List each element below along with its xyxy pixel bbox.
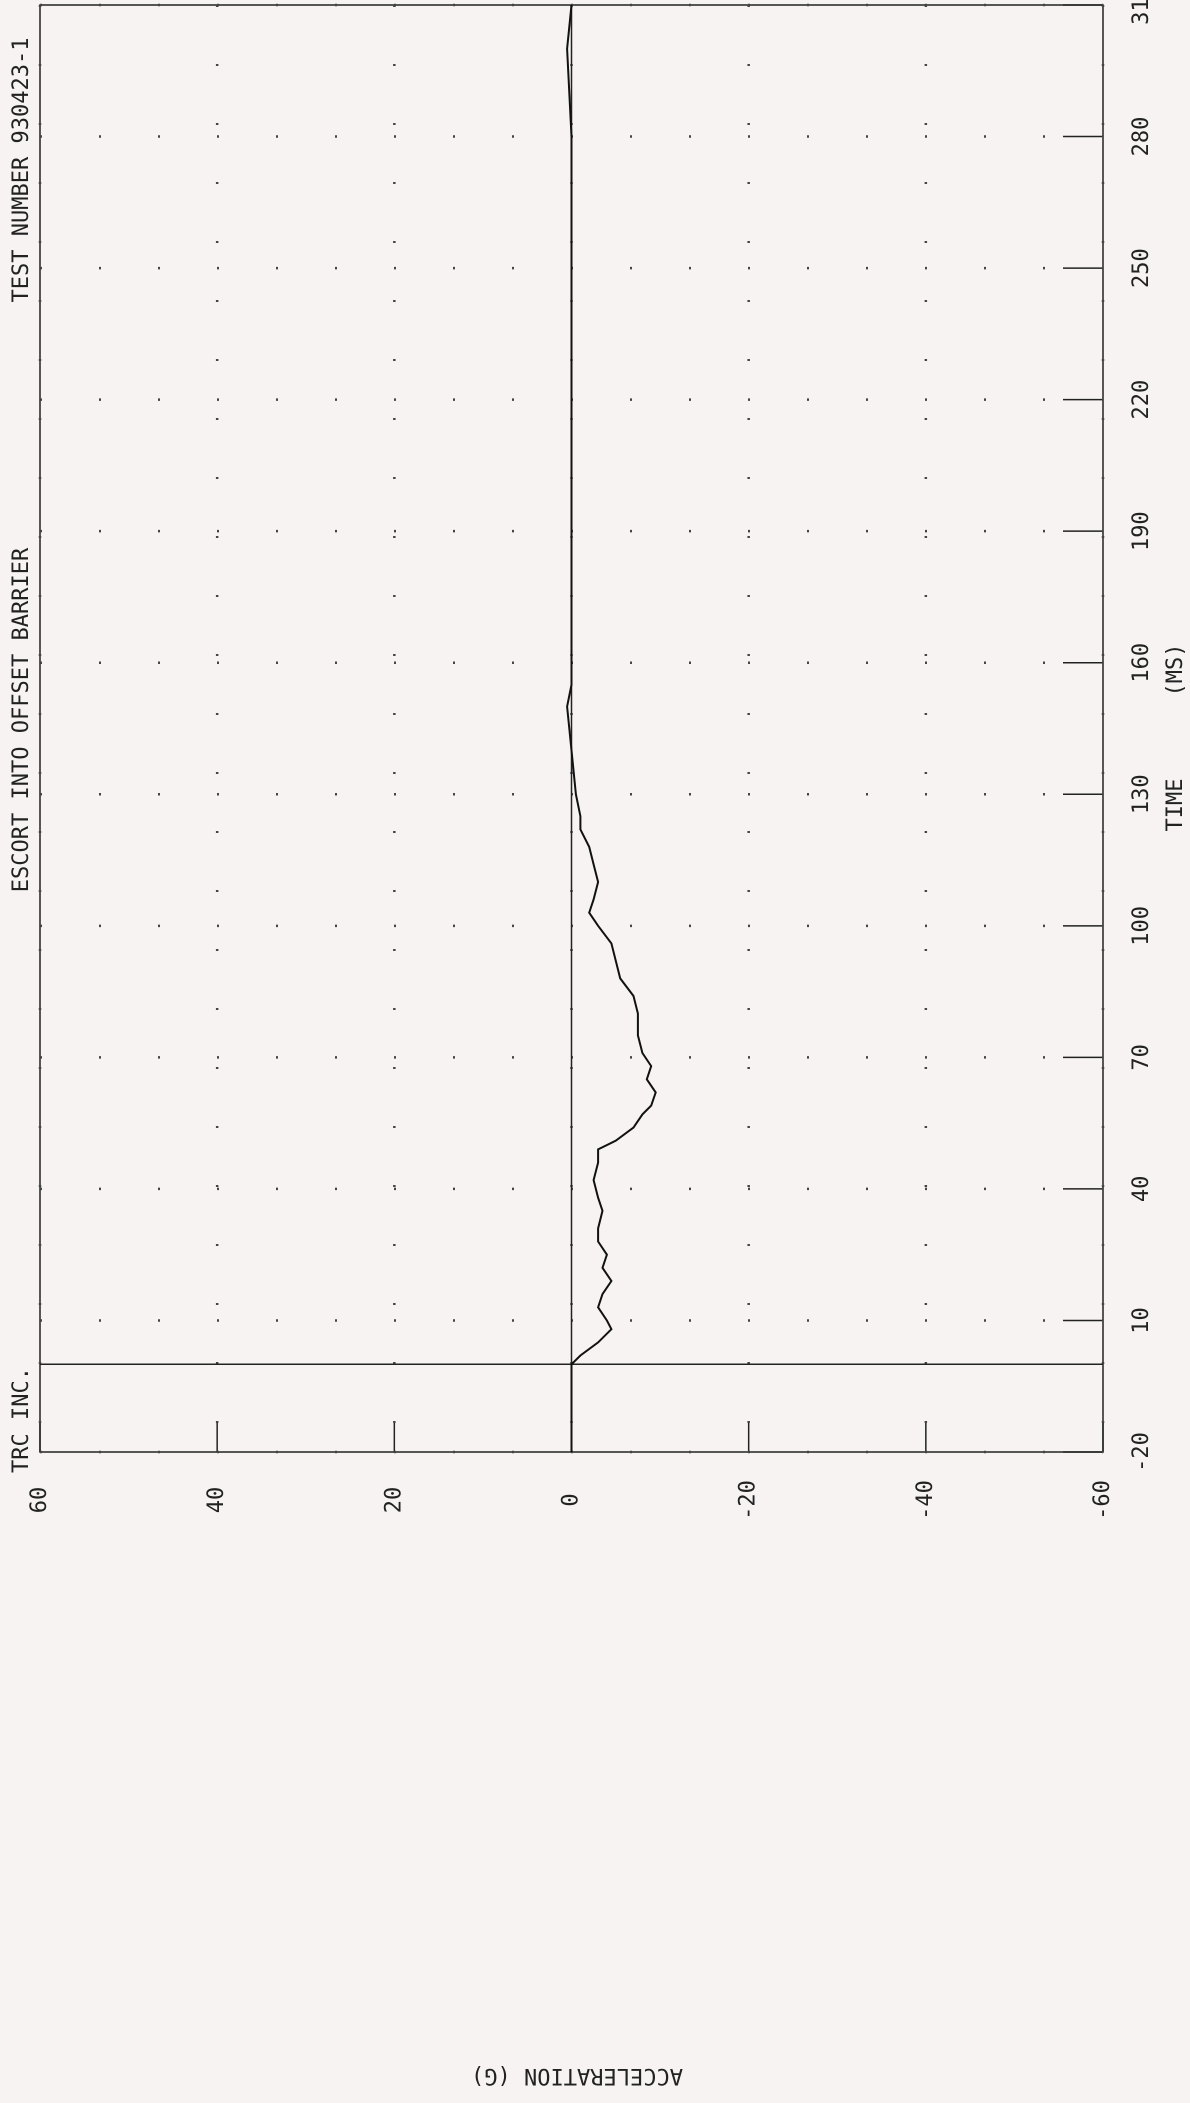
x-tick-label: 220: [1129, 380, 1154, 420]
x-tick-label: 160: [1129, 643, 1154, 683]
y-tick-label: 20: [381, 1487, 406, 1514]
company: TRC INC.: [9, 1367, 34, 1473]
y-tick-label: 40: [204, 1487, 229, 1514]
test-number: TEST NUMBER 930423-1: [9, 38, 34, 303]
x-tick-label: 280: [1129, 117, 1154, 157]
x-tick-label: 70: [1129, 1044, 1154, 1071]
x-tick-label: 10: [1129, 1307, 1154, 1334]
x-tick-label: 190: [1129, 511, 1154, 551]
chart-title: ESCORT INTO OFFSET BARRIER: [9, 547, 34, 892]
y-tick-label: -60: [1090, 1480, 1115, 1520]
y-tick-label: 60: [27, 1487, 52, 1514]
x-tick-label: 40: [1129, 1176, 1154, 1203]
x-tick-label: 130: [1129, 774, 1154, 814]
x-tick-label: 250: [1129, 248, 1154, 288]
y-tick-label: -40: [913, 1480, 938, 1520]
x-tick-label: 310: [1129, 0, 1154, 25]
y-tick-label: -20: [736, 1480, 761, 1520]
x-axis-unit: (MS): [1163, 644, 1188, 697]
y-tick-label: 0: [559, 1493, 584, 1506]
x-tick-label: -20: [1129, 1432, 1154, 1472]
x-tick-label: 100: [1129, 906, 1154, 946]
y-axis-label: ACCELERATION (G): [471, 2063, 683, 2088]
x-axis-label: TIME: [1163, 779, 1188, 832]
data-line: [566, 4, 657, 1452]
